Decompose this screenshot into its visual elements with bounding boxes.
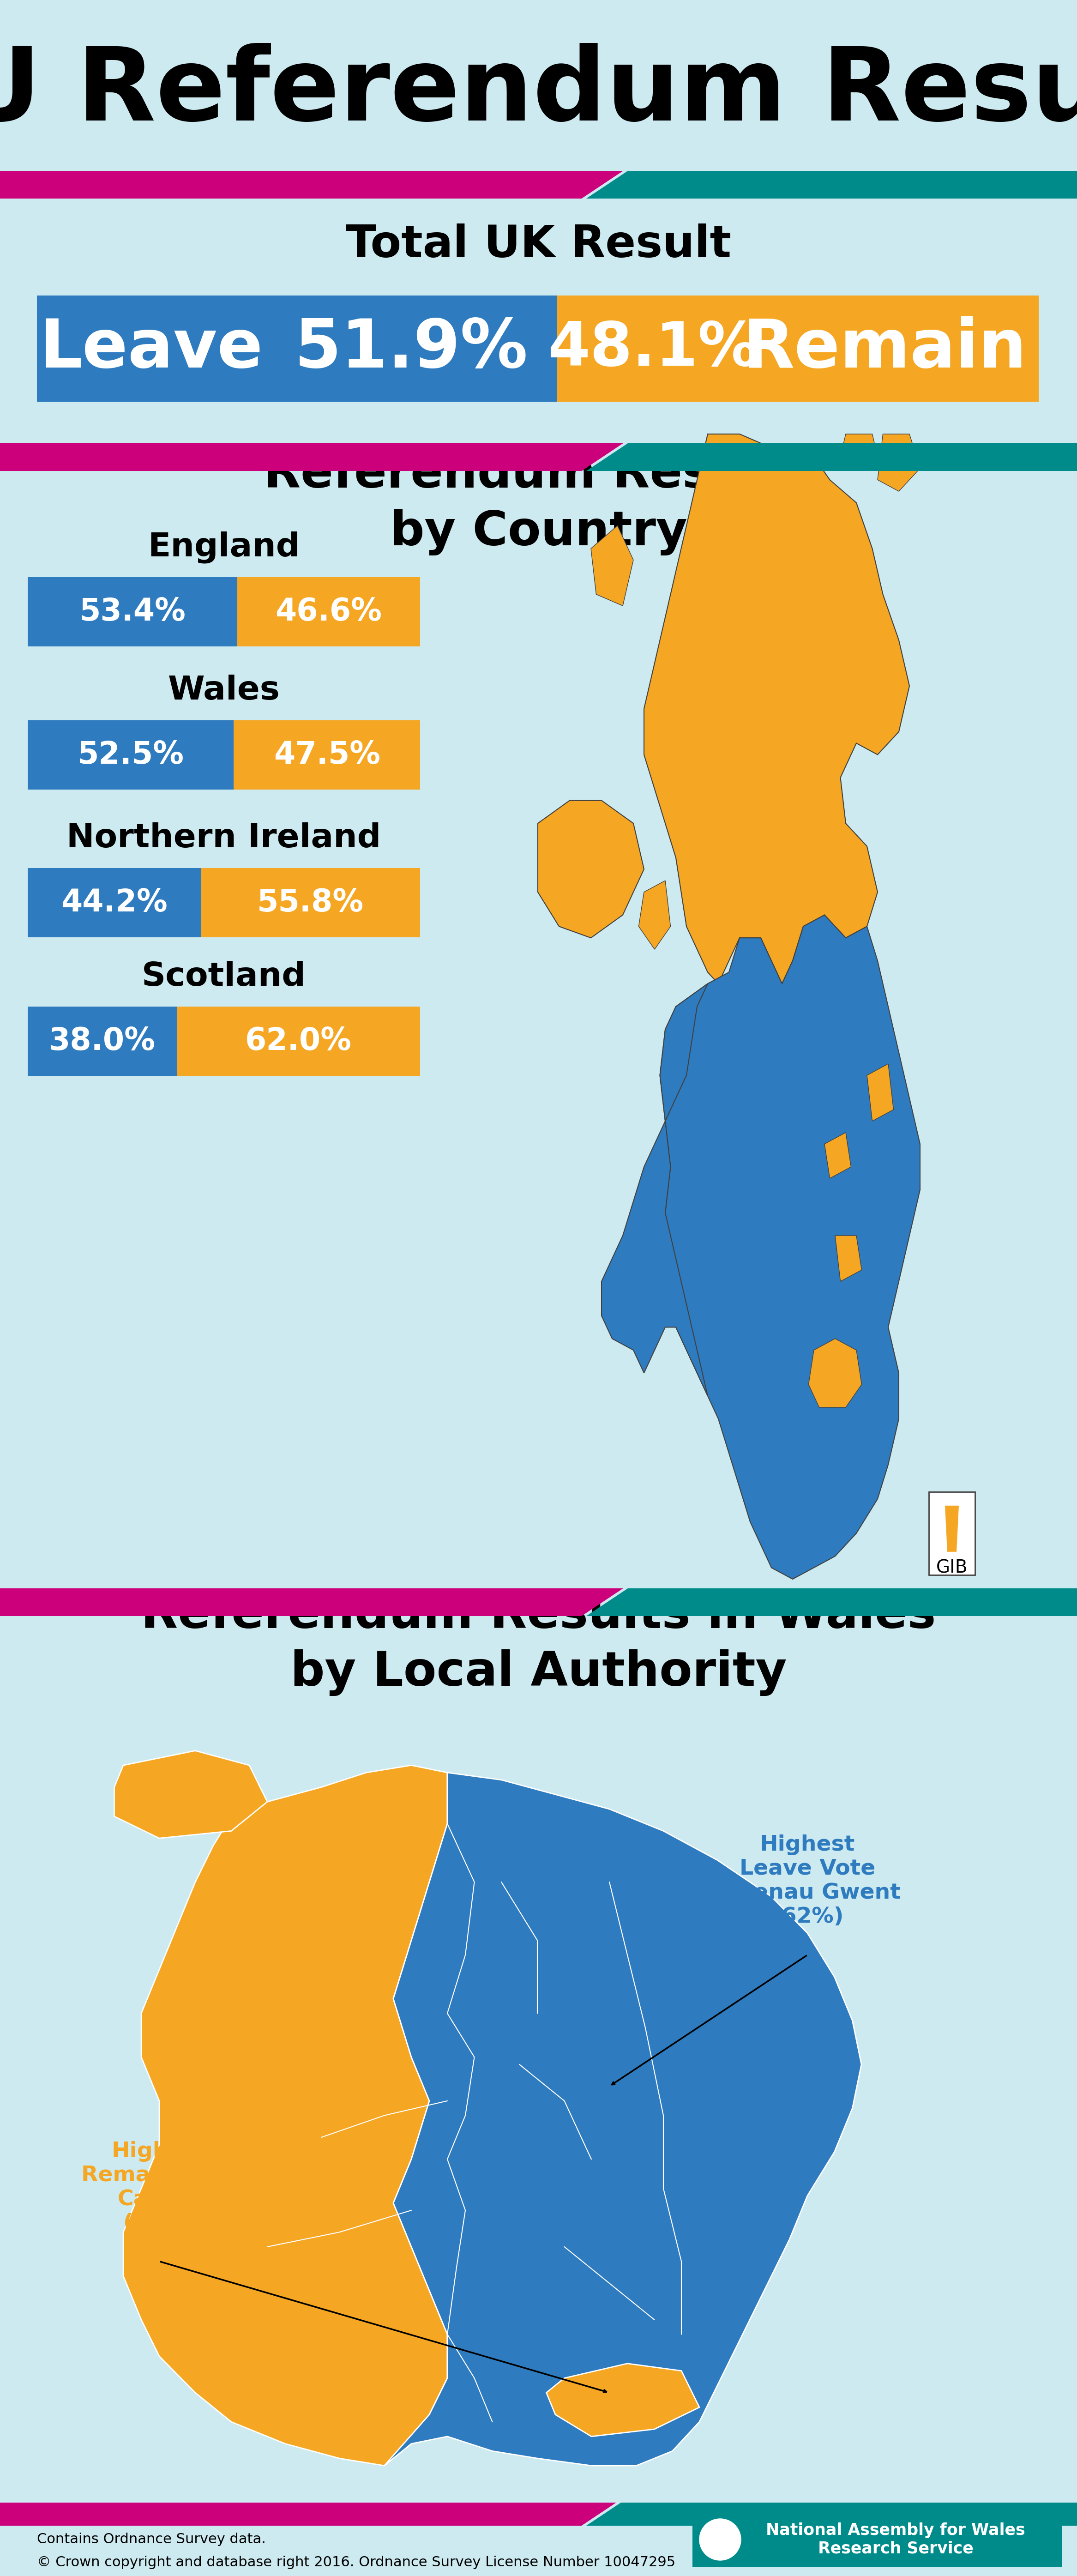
Text: Remain: Remain bbox=[742, 317, 1026, 381]
Text: Northern Ireland: Northern Ireland bbox=[67, 822, 381, 855]
Polygon shape bbox=[945, 1504, 959, 1551]
Polygon shape bbox=[123, 1765, 447, 2465]
Text: Contains Ordnance Survey data.: Contains Ordnance Survey data. bbox=[37, 2532, 266, 2545]
Text: 47.5%: 47.5% bbox=[274, 739, 380, 770]
Polygon shape bbox=[0, 1589, 624, 1615]
Text: Referendum Results
by Country: Referendum Results by Country bbox=[264, 451, 813, 556]
Text: England: England bbox=[148, 531, 300, 564]
Polygon shape bbox=[878, 433, 920, 492]
Text: © Crown copyright and database right 2016. Ordnance Survey License Number 100472: © Crown copyright and database right 201… bbox=[37, 2555, 675, 2568]
Text: 44.2%: 44.2% bbox=[61, 889, 168, 917]
Text: Wales: Wales bbox=[168, 675, 280, 706]
Text: Highest
Remain Vote
Cardiff
(60%): Highest Remain Vote Cardiff (60%) bbox=[82, 2141, 237, 2233]
FancyBboxPatch shape bbox=[237, 577, 420, 647]
Text: 46.6%: 46.6% bbox=[276, 598, 382, 626]
Text: Total UK Result: Total UK Result bbox=[346, 224, 731, 265]
Text: GIB: GIB bbox=[936, 1558, 968, 1577]
FancyBboxPatch shape bbox=[28, 721, 234, 791]
Polygon shape bbox=[591, 526, 633, 605]
Text: Scotland: Scotland bbox=[142, 961, 306, 992]
Polygon shape bbox=[602, 984, 708, 1396]
Polygon shape bbox=[0, 170, 624, 198]
Text: 53.4%: 53.4% bbox=[80, 598, 185, 626]
FancyBboxPatch shape bbox=[177, 1007, 420, 1077]
Polygon shape bbox=[867, 1064, 894, 1121]
Polygon shape bbox=[586, 1589, 1077, 1615]
FancyBboxPatch shape bbox=[28, 1007, 177, 1077]
Text: 38.0%: 38.0% bbox=[48, 1025, 155, 1056]
Polygon shape bbox=[644, 433, 909, 984]
Polygon shape bbox=[0, 443, 624, 471]
Text: 55.8%: 55.8% bbox=[257, 889, 364, 917]
Text: 51.9%: 51.9% bbox=[294, 317, 528, 381]
FancyBboxPatch shape bbox=[693, 2512, 1062, 2568]
Polygon shape bbox=[586, 2504, 1077, 2524]
Text: 52.5%: 52.5% bbox=[78, 739, 184, 770]
Polygon shape bbox=[537, 801, 644, 938]
Polygon shape bbox=[660, 914, 920, 1579]
FancyBboxPatch shape bbox=[37, 296, 557, 402]
FancyBboxPatch shape bbox=[28, 577, 237, 647]
FancyBboxPatch shape bbox=[928, 1492, 975, 1574]
Polygon shape bbox=[835, 1236, 862, 1280]
Polygon shape bbox=[586, 170, 1077, 198]
FancyBboxPatch shape bbox=[557, 296, 1038, 402]
Polygon shape bbox=[114, 1752, 267, 1839]
Text: National Assembly for Wales
Research Service: National Assembly for Wales Research Ser… bbox=[766, 2522, 1025, 2555]
Polygon shape bbox=[840, 433, 878, 469]
Text: Leave: Leave bbox=[40, 317, 263, 381]
Polygon shape bbox=[586, 443, 1077, 471]
Polygon shape bbox=[639, 881, 671, 951]
Polygon shape bbox=[0, 2504, 616, 2524]
Polygon shape bbox=[384, 1772, 862, 2465]
FancyBboxPatch shape bbox=[234, 721, 420, 791]
Polygon shape bbox=[546, 2365, 699, 2437]
Polygon shape bbox=[825, 1133, 851, 1177]
Polygon shape bbox=[809, 1340, 862, 1406]
Text: Highest
Leave Vote
Blaenau Gwent
(62%): Highest Leave Vote Blaenau Gwent (62%) bbox=[714, 1834, 900, 1927]
Circle shape bbox=[699, 2519, 741, 2561]
Text: EU Referendum Result: EU Referendum Result bbox=[0, 44, 1077, 142]
FancyBboxPatch shape bbox=[28, 868, 201, 938]
Text: 48.1%: 48.1% bbox=[547, 319, 759, 379]
FancyBboxPatch shape bbox=[201, 868, 420, 938]
Text: 62.0%: 62.0% bbox=[246, 1025, 352, 1056]
Text: Referendum Results in Wales
by Local Authority: Referendum Results in Wales by Local Aut… bbox=[141, 1592, 936, 1695]
